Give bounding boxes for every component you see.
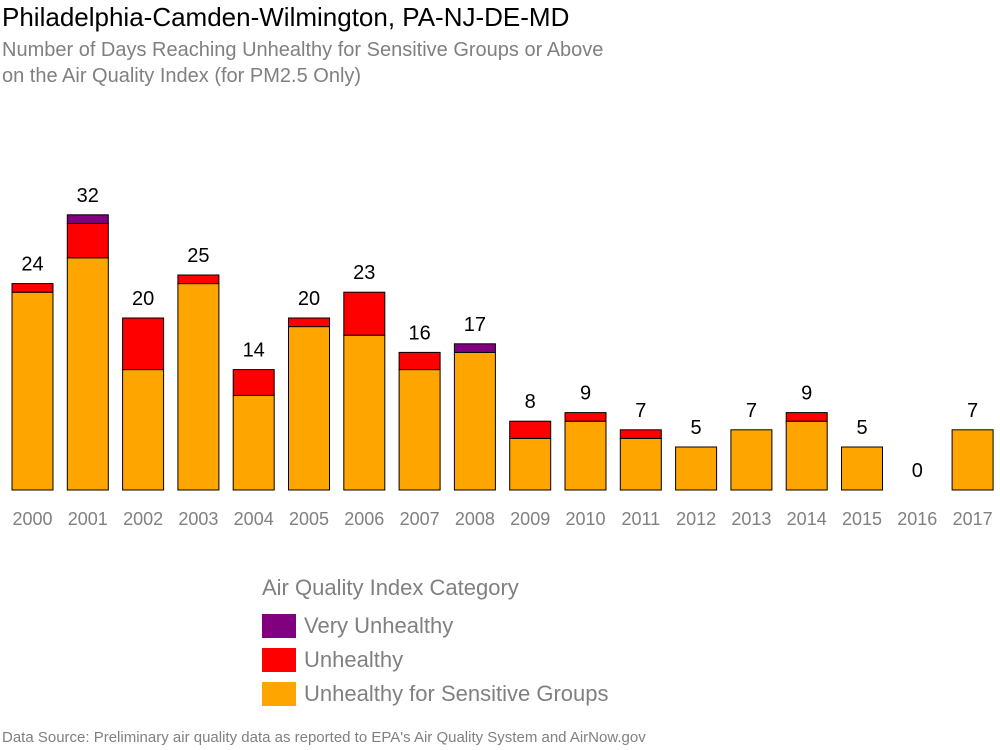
legend-item-very-unhealthy: Very Unhealthy	[262, 609, 609, 643]
data-label-2002: 20	[132, 288, 154, 310]
bar-2004-series-1	[232, 369, 275, 396]
x-tick-2005: 2005	[289, 509, 329, 529]
x-tick-2013: 2013	[731, 509, 771, 529]
data-label-2017: 7	[967, 400, 978, 422]
legend-title: Air Quality Index Category	[262, 575, 519, 600]
bar-2011-series-0	[619, 437, 662, 491]
data-label-2007: 16	[408, 322, 430, 344]
data-label-2009: 8	[525, 391, 536, 413]
data-label-2003: 25	[187, 245, 209, 267]
x-tick-2012: 2012	[676, 509, 716, 529]
chart-title: Philadelphia-Camden-Wilmington, PA-NJ-DE…	[2, 2, 570, 32]
bar-2001-series-0	[66, 257, 109, 491]
legend-swatch-unhealthy-sensitive	[262, 682, 296, 706]
x-tick-2014: 2014	[787, 509, 827, 529]
chart-subtitle-line2: on the Air Quality Index (for PM2.5 Only…	[2, 65, 362, 87]
bar-2001-series-1	[66, 222, 109, 259]
legend-label-very-unhealthy: Very Unhealthy	[304, 613, 454, 638]
data-label-2005: 20	[298, 288, 320, 310]
bar-2012-series-0	[675, 446, 718, 491]
bar-2000-series-0	[11, 291, 54, 491]
x-tick-2003: 2003	[178, 509, 218, 529]
data-label-2008: 17	[464, 314, 486, 336]
x-tick-2004: 2004	[234, 509, 274, 529]
x-tick-2009: 2009	[510, 509, 550, 529]
x-tick-2002: 2002	[123, 509, 163, 529]
x-tick-2010: 2010	[565, 509, 605, 529]
bar-2011-series-1	[619, 429, 662, 439]
bar-2009-series-1	[509, 420, 552, 439]
bar-2008-series-0	[453, 351, 496, 491]
bar-2005-series-0	[288, 326, 330, 491]
legend: Air Quality Index Category Very Unhealth…	[262, 575, 609, 711]
bar-2017-series-0	[951, 429, 994, 491]
chart-subtitle: Number of Days Reaching Unhealthy for Se…	[2, 37, 603, 89]
bar-2009-series-0	[509, 437, 552, 491]
data-label-2012: 5	[691, 417, 702, 439]
data-label-2010: 9	[580, 383, 591, 405]
legend-item-unhealthy-sensitive: Unhealthy for Sensitive Groups	[262, 677, 609, 711]
bar-2005-series-1	[288, 317, 330, 328]
bar-2000-series-1	[11, 283, 54, 293]
x-tick-2008: 2008	[455, 509, 495, 529]
data-label-2011: 7	[635, 400, 646, 422]
x-tick-2007: 2007	[400, 509, 440, 529]
x-tick-2000: 2000	[12, 509, 52, 529]
legend-swatch-unhealthy	[262, 648, 296, 672]
bar-2008-series-2	[453, 343, 496, 353]
bar-2014-series-0	[785, 420, 828, 491]
bar-2010-series-1	[564, 412, 607, 422]
data-label-2013: 7	[746, 400, 757, 422]
data-label-2006: 23	[353, 262, 375, 284]
x-tick-2016: 2016	[897, 509, 937, 529]
bar-2001-series-2	[66, 214, 109, 224]
data-label-2014: 9	[801, 383, 812, 405]
data-label-2000: 24	[21, 254, 43, 276]
bar-2013-series-0	[730, 429, 773, 491]
data-source-note: Data Source: Preliminary air quality dat…	[2, 729, 646, 746]
x-tick-2006: 2006	[344, 509, 384, 529]
bar-2004-series-0	[232, 394, 275, 491]
legend-label-unhealthy-sensitive: Unhealthy for Sensitive Groups	[304, 681, 609, 706]
bar-2002-series-1	[122, 317, 165, 371]
data-label-2015: 5	[856, 417, 867, 439]
bar-2015-series-0	[841, 446, 883, 491]
x-tick-2017: 2017	[953, 509, 993, 529]
legend-label-unhealthy: Unhealthy	[304, 647, 404, 672]
x-tick-2001: 2001	[68, 509, 108, 529]
legend-item-unhealthy: Unhealthy	[262, 643, 609, 677]
bar-2002-series-0	[122, 369, 165, 491]
bar-2007-series-0	[398, 369, 441, 491]
data-label-2004: 14	[243, 340, 265, 362]
bar-2006-series-1	[343, 291, 386, 336]
data-label-2016: 0	[912, 460, 923, 482]
bar-2003-series-0	[177, 283, 220, 491]
bar-2014-series-1	[785, 412, 828, 422]
legend-swatch-very-unhealthy	[262, 614, 296, 638]
chart-subtitle-line1: Number of Days Reaching Unhealthy for Se…	[2, 39, 604, 61]
data-label-2001: 32	[77, 185, 99, 207]
x-tick-2011: 2011	[621, 509, 660, 529]
x-tick-2015: 2015	[842, 509, 882, 529]
bar-2006-series-0	[343, 334, 386, 491]
bar-2007-series-1	[398, 351, 441, 371]
bar-2003-series-1	[177, 274, 220, 285]
bar-2010-series-0	[564, 420, 607, 491]
